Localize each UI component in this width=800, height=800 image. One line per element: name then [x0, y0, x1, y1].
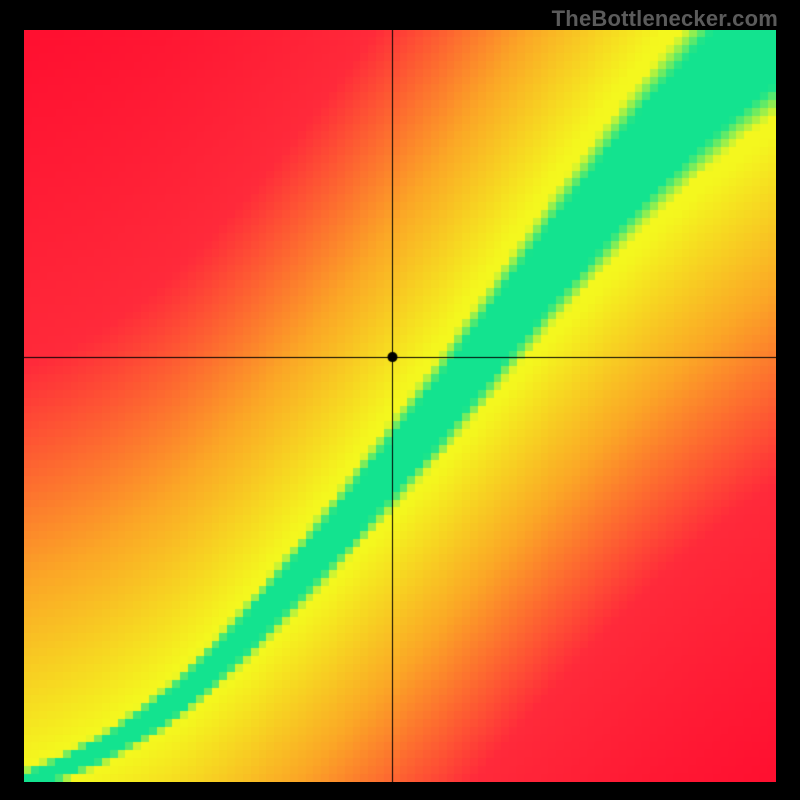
bottleneck-heatmap	[24, 30, 776, 782]
watermark-label: TheBottlenecker.com	[552, 6, 778, 32]
chart-container: TheBottlenecker.com	[0, 0, 800, 800]
